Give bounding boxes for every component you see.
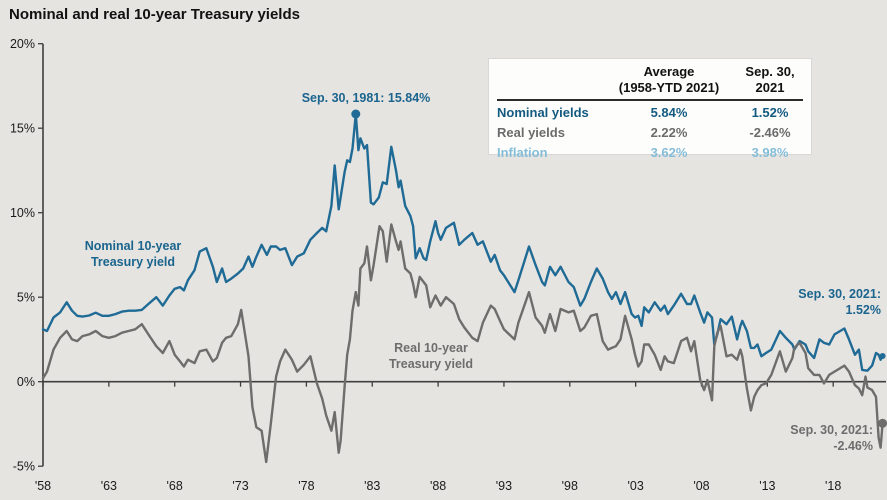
svg-text:15%: 15% [10, 122, 35, 136]
annotation-real-end: Sep. 30, 2021: -2.46% [733, 423, 873, 454]
svg-text:'08: '08 [693, 479, 709, 493]
svg-text:5%: 5% [17, 291, 35, 305]
real-series-label-line1: Real 10-year [394, 341, 468, 355]
svg-text:'68: '68 [167, 479, 183, 493]
svg-text:20%: 20% [10, 37, 35, 51]
svg-text:'03: '03 [628, 479, 644, 493]
row-inflation-sep30: 3.98% [751, 145, 789, 160]
summary-table-header-spacer [497, 64, 601, 96]
table-row-real: Real yields 2.22% -2.46% [497, 121, 803, 141]
row-nominal-average: 5.84% [650, 105, 688, 120]
annotation-real-end-line2: -2.46% [833, 438, 873, 453]
svg-text:'73: '73 [232, 479, 248, 493]
svg-text:-5%: -5% [13, 460, 35, 474]
row-real-label: Real yields [497, 125, 565, 140]
svg-text:'78: '78 [298, 479, 314, 493]
real-series-label-line2: Treasury yield [388, 356, 474, 371]
annotation-real-end-line1: Sep. 30, 2021: [790, 423, 873, 437]
header-average-line2: (1958-YTD 2021) [618, 80, 720, 95]
svg-text:'88: '88 [430, 479, 446, 493]
nominal-series-label: Nominal 10-year Treasury yield [53, 239, 213, 270]
annotation-peak-1981: Sep. 30, 1981: 15.84% [266, 91, 466, 107]
table-row-nominal: Nominal yields 5.84% 1.52% [497, 101, 803, 121]
nominal-series-label-line1: Nominal 10-year [84, 239, 182, 253]
svg-text:'98: '98 [562, 479, 578, 493]
table-row-inflation: Inflation 3.62% 3.98% [497, 141, 803, 161]
svg-text:'58: '58 [35, 479, 51, 493]
svg-text:'83: '83 [364, 479, 380, 493]
row-nominal-label: Nominal yields [497, 105, 589, 120]
annotation-nominal-end-line2: 1.52% [845, 302, 881, 317]
summary-table: Average (1958-YTD 2021) Sep. 30, 2021 No… [488, 58, 812, 160]
row-inflation-average: 3.62% [650, 145, 688, 160]
summary-table-header-sep30: Sep. 30, 2021 [745, 64, 795, 95]
row-nominal-sep30: 1.52% [751, 105, 789, 120]
svg-text:'63: '63 [101, 479, 117, 493]
svg-text:'93: '93 [496, 479, 512, 493]
header-average-line1: Average [643, 64, 695, 79]
summary-table-header-average: Average (1958-YTD 2021) [601, 64, 737, 96]
row-real-average: 2.22% [650, 125, 688, 140]
summary-table-header: Average (1958-YTD 2021) Sep. 30, 2021 [497, 64, 803, 101]
row-inflation-label: Inflation [497, 145, 548, 160]
svg-text:0%: 0% [17, 375, 35, 389]
real-series-label: Real 10-year Treasury yield [351, 341, 511, 372]
nominal-series-label-line2: Treasury yield [90, 254, 176, 269]
annotation-nominal-end-line1: Sep. 30, 2021: [798, 287, 881, 301]
page-title: Nominal and real 10-year Treasury yields [9, 6, 300, 23]
annotation-nominal-end: Sep. 30, 2021: 1.52% [751, 287, 881, 318]
svg-text:'18: '18 [825, 479, 841, 493]
svg-text:'13: '13 [759, 479, 775, 493]
row-real-sep30: -2.46% [749, 125, 791, 140]
annotation-peak-1981-text: Sep. 30, 1981: 15.84% [301, 91, 431, 105]
svg-text:10%: 10% [10, 206, 35, 220]
